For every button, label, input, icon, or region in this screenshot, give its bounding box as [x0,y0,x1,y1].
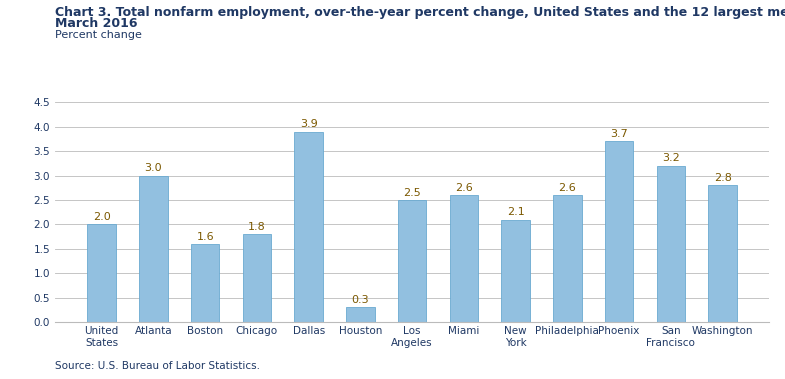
Bar [139,175,168,322]
Text: 3.9: 3.9 [300,119,317,129]
Bar [294,132,323,322]
Text: 0.3: 0.3 [352,295,369,305]
Text: 2.0: 2.0 [93,212,111,222]
Bar [502,219,530,322]
Text: 2.5: 2.5 [403,188,421,197]
Bar [656,166,685,322]
Bar [191,244,219,322]
Text: Percent change: Percent change [55,30,142,40]
Text: 2.8: 2.8 [714,173,732,183]
Text: March 2016: March 2016 [55,17,137,30]
Text: 3.0: 3.0 [144,163,162,173]
Text: 2.1: 2.1 [507,207,524,217]
Text: Chart 3. Total nonfarm employment, over-the-year percent change, United States a: Chart 3. Total nonfarm employment, over-… [55,6,785,19]
Bar [450,195,478,322]
Bar [398,200,426,322]
Bar [708,185,737,322]
Bar [87,224,116,322]
Text: 1.6: 1.6 [196,232,214,241]
Text: Source: U.S. Bureau of Labor Statistics.: Source: U.S. Bureau of Labor Statistics. [55,362,260,371]
Text: 3.7: 3.7 [610,129,628,139]
Text: 2.6: 2.6 [558,183,576,193]
Text: 2.6: 2.6 [455,183,473,193]
Bar [553,195,582,322]
Text: 1.8: 1.8 [248,222,266,232]
Bar [346,307,374,322]
Text: 3.2: 3.2 [662,153,680,163]
Bar [243,234,271,322]
Bar [605,141,633,322]
